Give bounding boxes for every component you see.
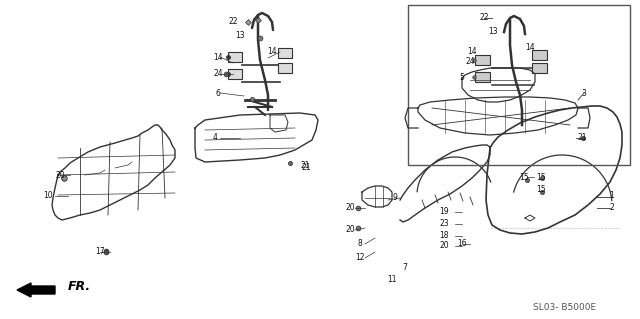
Text: 12: 12 — [355, 254, 365, 263]
Text: 15: 15 — [536, 173, 546, 182]
Bar — [532, 63, 547, 73]
Text: 24: 24 — [213, 70, 223, 78]
Text: 20: 20 — [439, 241, 449, 250]
Text: 13: 13 — [235, 32, 245, 41]
Text: 16: 16 — [457, 240, 467, 249]
Bar — [475, 72, 490, 82]
Bar — [475, 55, 490, 65]
Text: 14: 14 — [467, 48, 477, 56]
Text: 21: 21 — [577, 133, 587, 143]
Text: 10: 10 — [43, 191, 53, 201]
Bar — [278, 48, 292, 58]
Text: SL03- B5000E: SL03- B5000E — [533, 303, 596, 313]
Text: 22: 22 — [479, 13, 489, 23]
Text: 18: 18 — [439, 232, 449, 241]
Text: 19: 19 — [439, 207, 449, 217]
Text: 15: 15 — [536, 186, 546, 195]
Text: 23: 23 — [439, 219, 449, 228]
Text: 13: 13 — [488, 26, 498, 35]
Text: 20: 20 — [55, 170, 65, 180]
Text: 21: 21 — [302, 164, 312, 173]
Text: 14: 14 — [525, 42, 535, 51]
FancyArrow shape — [17, 283, 55, 297]
Text: 5: 5 — [460, 72, 465, 81]
Text: 20: 20 — [345, 204, 355, 212]
Text: 15: 15 — [519, 173, 529, 182]
Text: 2: 2 — [610, 204, 614, 212]
Text: 11: 11 — [387, 276, 397, 285]
Text: 24: 24 — [465, 57, 475, 66]
Text: 7: 7 — [403, 263, 408, 272]
Text: 14: 14 — [267, 48, 277, 56]
Text: 22: 22 — [228, 18, 237, 26]
Text: 4: 4 — [212, 133, 218, 143]
Text: 21: 21 — [300, 160, 310, 169]
Bar — [228, 52, 242, 62]
Bar — [532, 50, 547, 60]
Text: 1: 1 — [610, 191, 614, 201]
Text: 3: 3 — [582, 88, 586, 98]
Text: 8: 8 — [358, 240, 362, 249]
Text: 6: 6 — [216, 88, 220, 98]
Text: 20: 20 — [345, 226, 355, 234]
Text: 14: 14 — [213, 53, 223, 62]
Bar — [278, 63, 292, 73]
Bar — [228, 69, 242, 79]
Text: 17: 17 — [95, 248, 105, 256]
Bar — [408, 5, 630, 165]
Text: 9: 9 — [392, 194, 397, 203]
Text: FR.: FR. — [68, 279, 91, 293]
